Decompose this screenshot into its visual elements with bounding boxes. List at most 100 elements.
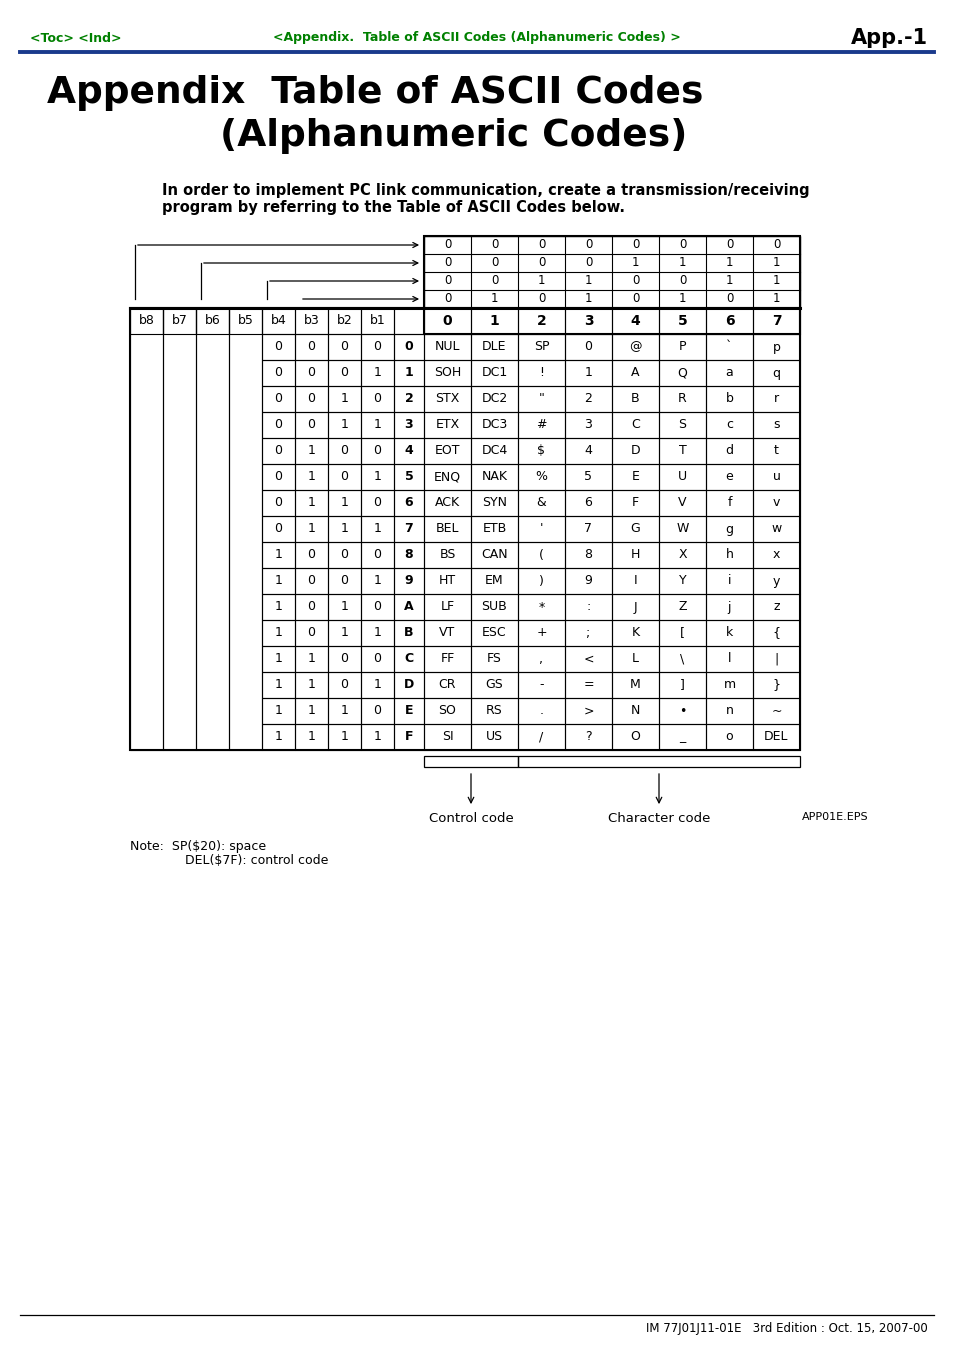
Text: 0: 0 (490, 239, 497, 251)
Text: @: @ (629, 340, 641, 354)
Bar (752, 594, 800, 620)
Bar (659, 646, 705, 671)
Text: 1: 1 (678, 293, 685, 305)
Text: 0: 0 (340, 470, 348, 484)
Text: DC2: DC2 (481, 393, 507, 405)
Text: ESC: ESC (481, 627, 506, 639)
Bar (471, 334, 517, 359)
Text: 0: 0 (274, 497, 282, 509)
Text: x: x (772, 549, 780, 562)
Bar (471, 646, 517, 671)
Text: 1: 1 (274, 731, 282, 743)
Text: APP01E.EPS: APP01E.EPS (801, 812, 868, 821)
Text: H: H (630, 549, 639, 562)
Text: 1: 1 (307, 444, 315, 458)
Bar (423, 236, 800, 334)
Bar (360, 698, 394, 724)
Bar (517, 620, 564, 646)
Bar (564, 620, 612, 646)
Text: 7: 7 (771, 313, 781, 328)
Text: Character code: Character code (607, 812, 709, 825)
Text: 1: 1 (537, 274, 545, 288)
Bar (564, 490, 612, 516)
Bar (471, 724, 517, 750)
Bar (360, 646, 394, 671)
Bar (564, 646, 612, 671)
Bar (517, 463, 564, 490)
Bar (564, 671, 612, 698)
Bar (471, 516, 517, 542)
Text: EM: EM (485, 574, 503, 588)
Text: v: v (772, 497, 780, 509)
Bar (612, 359, 659, 386)
Bar (130, 308, 163, 750)
Bar (262, 516, 294, 542)
Bar (130, 308, 800, 750)
Bar (705, 412, 752, 438)
Text: _: _ (679, 731, 685, 743)
Text: 0: 0 (584, 239, 592, 251)
Text: 3: 3 (584, 419, 592, 431)
Bar (294, 724, 328, 750)
Bar (471, 620, 517, 646)
Bar (328, 334, 360, 359)
Bar (328, 386, 360, 412)
Text: b7: b7 (172, 315, 187, 327)
Text: 0: 0 (490, 257, 497, 269)
Text: A: A (631, 366, 639, 380)
Bar (517, 567, 564, 594)
Bar (471, 438, 517, 463)
Text: o: o (725, 731, 733, 743)
Text: f: f (726, 497, 731, 509)
Text: 7: 7 (404, 523, 413, 535)
Bar (423, 386, 471, 412)
Bar (262, 542, 294, 567)
Bar (262, 620, 294, 646)
Text: b: b (725, 393, 733, 405)
Text: <: < (582, 653, 593, 666)
Text: 1: 1 (307, 678, 315, 692)
Bar (752, 516, 800, 542)
Text: +: + (536, 627, 546, 639)
Bar (394, 308, 423, 334)
Bar (564, 698, 612, 724)
Text: 1: 1 (307, 497, 315, 509)
Text: h: h (725, 549, 733, 562)
Bar (471, 386, 517, 412)
Text: 0: 0 (374, 340, 381, 354)
Bar (564, 516, 612, 542)
Bar (659, 359, 705, 386)
Bar (659, 412, 705, 438)
Bar (195, 308, 229, 750)
Bar (612, 542, 659, 567)
Text: 1: 1 (489, 313, 498, 328)
Bar (659, 724, 705, 750)
Text: 1: 1 (340, 497, 348, 509)
Text: 0: 0 (404, 340, 413, 354)
Bar (612, 412, 659, 438)
Text: |: | (774, 653, 778, 666)
Text: ): ) (538, 574, 543, 588)
Text: m: m (722, 678, 735, 692)
Text: 0: 0 (374, 549, 381, 562)
Text: 1: 1 (374, 419, 381, 431)
Text: DEL($7F): control code: DEL($7F): control code (145, 854, 328, 867)
Bar (659, 308, 705, 334)
Text: 0: 0 (307, 627, 315, 639)
Text: l: l (727, 653, 731, 666)
Bar (564, 542, 612, 567)
Text: SYN: SYN (481, 497, 506, 509)
Text: SP: SP (533, 340, 549, 354)
Bar (517, 698, 564, 724)
Bar (360, 438, 394, 463)
Bar (705, 463, 752, 490)
Text: SOH: SOH (434, 366, 460, 380)
Bar (423, 594, 471, 620)
Text: >: > (582, 704, 593, 717)
Text: 6: 6 (584, 497, 592, 509)
Bar (423, 236, 800, 308)
Bar (612, 724, 659, 750)
Bar (752, 334, 800, 359)
Text: s: s (773, 419, 779, 431)
Text: 1: 1 (584, 366, 592, 380)
